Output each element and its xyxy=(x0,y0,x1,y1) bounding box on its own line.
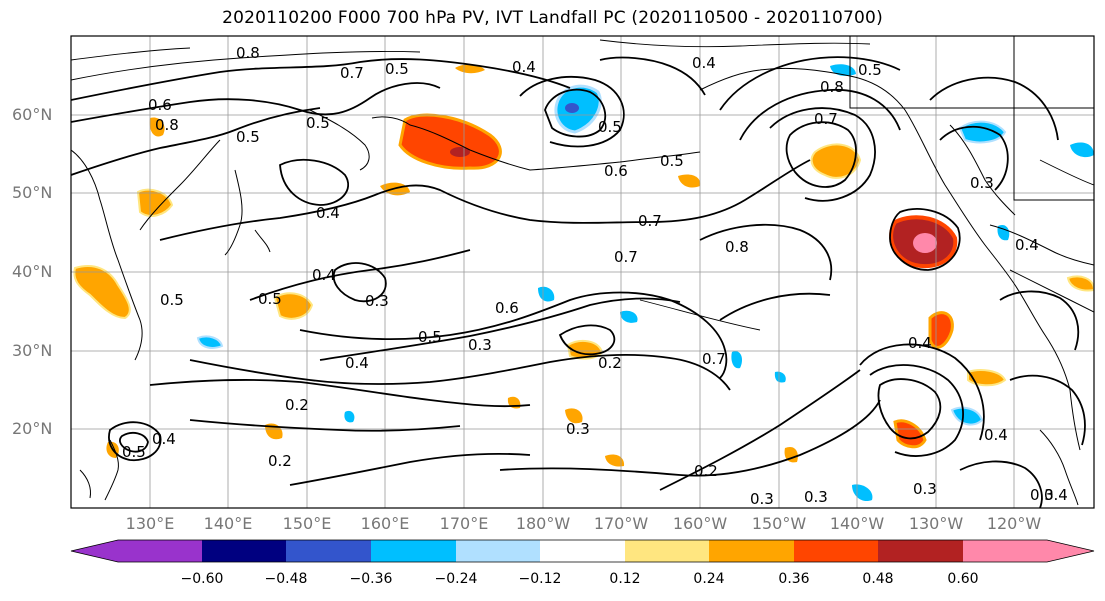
contour-label: 0.7 xyxy=(814,110,838,128)
colorbar-tick: 0.60 xyxy=(947,571,979,587)
map-frame xyxy=(70,35,1095,509)
lat-label: 40°N xyxy=(12,262,53,281)
contour-label: 0.8 xyxy=(725,238,749,256)
colorbar-arrow-left xyxy=(71,540,118,562)
contour-label: 0.8 xyxy=(155,116,179,134)
colorbar-tick: −0.36 xyxy=(349,571,393,587)
colorbar-swatch xyxy=(371,540,456,562)
contour-label: 0.8 xyxy=(236,44,260,62)
lon-label: 140°E xyxy=(203,514,253,533)
colorbar-swatch xyxy=(286,540,371,562)
contour-label: 0.7 xyxy=(340,64,364,82)
contour-label: 0.2 xyxy=(598,354,622,372)
contour-label: 0.6 xyxy=(604,162,628,180)
colorbar xyxy=(70,539,1095,563)
lat-label: 60°N xyxy=(12,105,53,124)
lon-label: 130°W xyxy=(908,514,964,533)
colorbar-swatch xyxy=(963,540,1047,562)
contour-label: 0.8 xyxy=(820,78,844,96)
lon-label: 160°E xyxy=(360,514,410,533)
contour-labels: 0.8 0.7 0.5 0.4 0.4 0.6 0.5 0.8 0.5 0.8 … xyxy=(122,44,1068,508)
lon-label: 150°W xyxy=(751,514,807,533)
contour-label: 0.7 xyxy=(702,350,726,368)
contour-label: 0.6 xyxy=(148,96,172,114)
contour-label: 0.3 xyxy=(913,480,937,498)
colorbar-tick: 0.36 xyxy=(778,571,810,587)
lat-label: 50°N xyxy=(12,183,53,202)
contour-label: 0.7 xyxy=(614,248,638,266)
lon-label: 150°E xyxy=(282,514,332,533)
pv-contours-thin xyxy=(71,39,1094,331)
lon-label: 120°W xyxy=(986,514,1042,533)
contour-label: 0.5 xyxy=(660,152,684,170)
contour-label: 0.3 xyxy=(566,420,590,438)
colorbar-tick: −0.12 xyxy=(518,571,562,587)
contour-label: 0.4 xyxy=(908,334,932,352)
contour-label: 0.3 xyxy=(970,174,994,192)
contour-label: 0.7 xyxy=(638,212,662,230)
contour-label: 0.5 xyxy=(258,290,282,308)
colorbar-arrow-right xyxy=(1047,540,1094,562)
contour-label: 0.5 xyxy=(306,114,330,132)
lon-label: 180°W xyxy=(515,514,571,533)
colorbar-swatch xyxy=(202,540,286,562)
contour-label: 0.5 xyxy=(160,291,184,309)
contour-label: 0.3 xyxy=(750,490,774,508)
contour-label: 0.4 xyxy=(692,54,716,72)
colorbar-tick: −0.48 xyxy=(264,571,308,587)
contour-label: 0.4 xyxy=(512,58,536,76)
contour-label: 0.5 xyxy=(122,443,146,461)
contour-label: 0.3 xyxy=(1030,486,1054,504)
colorbar-swatch xyxy=(540,540,625,562)
colorbar-swatch xyxy=(709,540,794,562)
contour-label: 0.2 xyxy=(694,462,718,480)
lat-label: 20°N xyxy=(12,419,53,438)
contour-label: 0.4 xyxy=(312,266,336,284)
contour-label: 0.5 xyxy=(418,328,442,346)
map-title: 2020110200 F000 700 hPa PV, IVT Landfall… xyxy=(222,8,883,28)
colorbar-tick: −0.24 xyxy=(434,571,478,587)
contour-label: 0.3 xyxy=(804,488,828,506)
lon-label: 160°W xyxy=(672,514,728,533)
pv-contours xyxy=(71,56,1086,508)
colorbar-swatch xyxy=(794,540,878,562)
contour-label: 0.2 xyxy=(268,452,292,470)
colorbar-swatch xyxy=(456,540,540,562)
graticule xyxy=(71,36,1094,508)
coastlines xyxy=(71,36,1094,506)
contour-label: 0.4 xyxy=(152,430,176,448)
lon-label: 140°W xyxy=(829,514,885,533)
colorbar-tick: 0.24 xyxy=(693,571,725,587)
contour-label: 0.5 xyxy=(236,128,260,146)
contour-label: 0.3 xyxy=(468,336,492,354)
contour-label: 0.5 xyxy=(385,60,409,78)
contour-label: 0.4 xyxy=(1015,236,1039,254)
contour-label: 0.3 xyxy=(365,292,389,310)
lon-label: 170°W xyxy=(593,514,649,533)
lon-label: 170°E xyxy=(439,514,489,533)
colorbar-tick: 0.12 xyxy=(609,571,641,587)
colorbar-tick: 0.48 xyxy=(862,571,894,587)
contour-label: 0.4 xyxy=(984,426,1008,444)
colorbar-swatch xyxy=(625,540,709,562)
contour-label: 0.4 xyxy=(1044,486,1068,504)
contour-label: 0.2 xyxy=(285,396,309,414)
colorbar-tick: −0.60 xyxy=(180,571,224,587)
colorbar-swatch xyxy=(118,540,202,562)
contour-label: 0.5 xyxy=(858,61,882,79)
lat-label: 30°N xyxy=(12,341,53,360)
colorbar-outline xyxy=(70,539,1095,563)
lon-label: 130°E xyxy=(125,514,175,533)
contour-label: 0.4 xyxy=(316,204,340,222)
colorbar-swatch xyxy=(878,540,963,562)
contour-label: 0.6 xyxy=(495,299,519,317)
contour-label: 0.5 xyxy=(598,118,622,136)
contour-label: 0.4 xyxy=(345,354,369,372)
